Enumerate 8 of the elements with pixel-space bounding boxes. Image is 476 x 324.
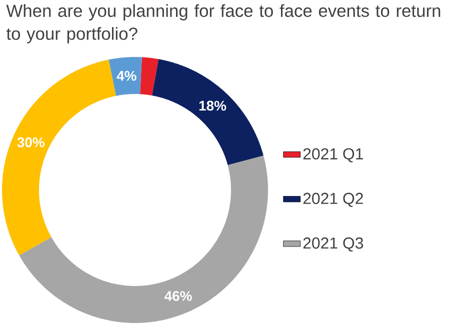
legend-label: 2021 Q2 bbox=[303, 192, 363, 207]
data-label: 4% bbox=[116, 70, 136, 81]
data-label: 46% bbox=[164, 291, 192, 301]
legend-label: 2021 Q1 bbox=[303, 148, 363, 162]
legend-label: 2021 Q3 bbox=[303, 237, 364, 252]
data-label: 30% bbox=[17, 137, 44, 148]
data-label: 18% bbox=[199, 100, 226, 111]
chart-title: When are you planning for face to face events to return to your portfolio? bbox=[6, 4, 440, 44]
